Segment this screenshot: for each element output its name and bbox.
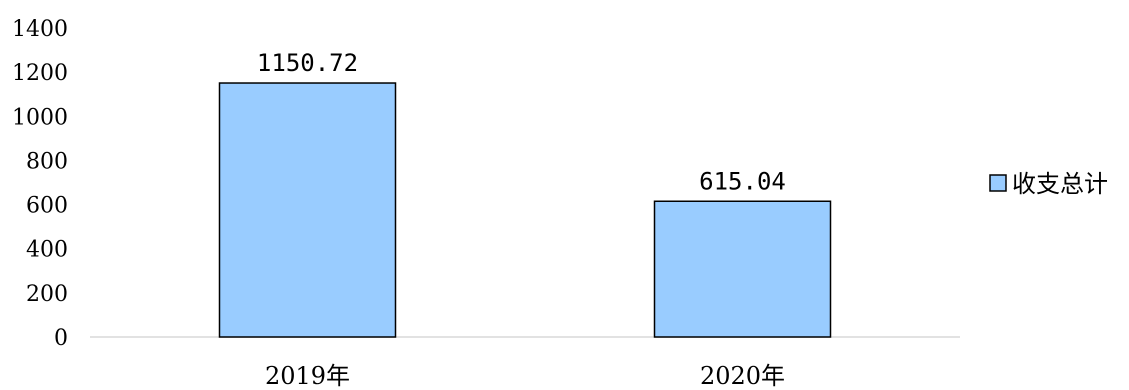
legend: 收支总计 (989, 170, 1108, 198)
y-tick-label: 800 (26, 149, 68, 174)
legend-label: 收支总计 (1012, 170, 1108, 198)
data-label: 1150.72 (257, 49, 358, 77)
x-category-label: 2019年 (265, 362, 350, 390)
y-tick-label: 600 (26, 194, 68, 219)
y-tick-label: 1400 (12, 17, 68, 42)
bar (218, 82, 397, 338)
legend-swatch (989, 174, 1007, 192)
x-axis-category-labels: 2019年 2020年 (265, 362, 785, 390)
y-tick-label: 1000 (12, 105, 68, 130)
bar (653, 200, 832, 338)
y-axis-tick-labels: 0 200 400 600 800 1000 1200 1400 (12, 17, 68, 351)
y-tick-label: 200 (26, 282, 68, 307)
data-labels-group: 1150.72 615.04 (257, 49, 786, 195)
y-tick-label: 400 (26, 238, 68, 263)
data-label: 615.04 (699, 167, 786, 195)
y-tick-label: 0 (54, 326, 68, 351)
x-category-label: 2020年 (700, 362, 785, 390)
bars-group (218, 82, 832, 338)
y-tick-label: 1200 (12, 61, 68, 86)
